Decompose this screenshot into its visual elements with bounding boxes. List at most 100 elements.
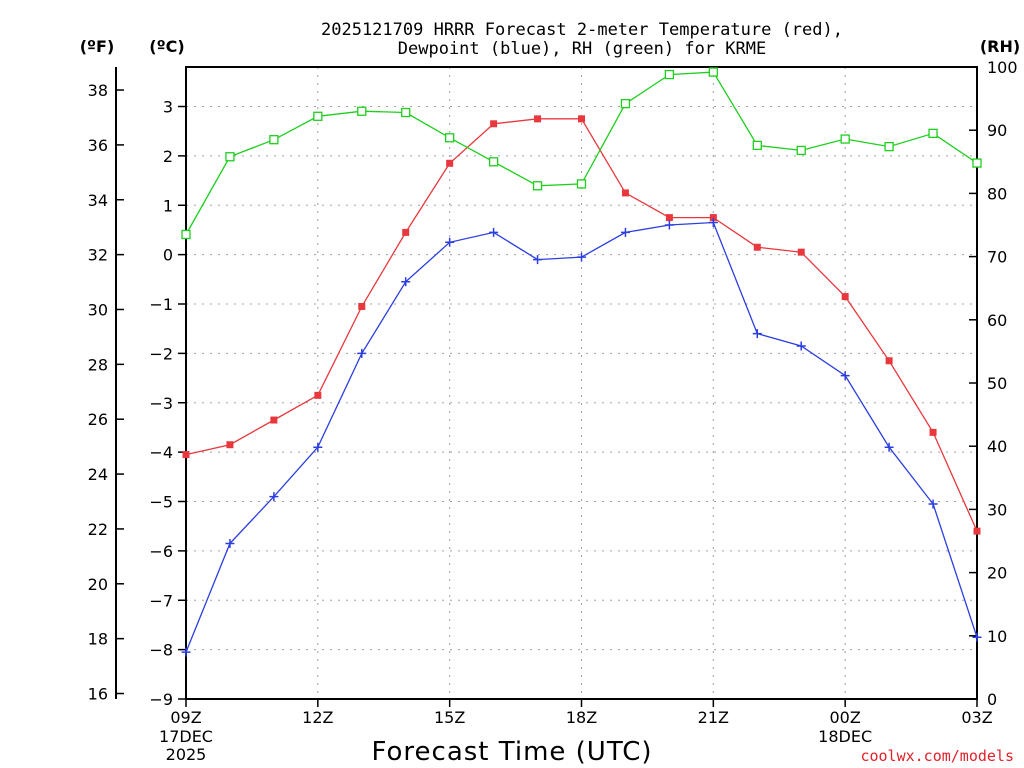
temperature-point	[929, 428, 937, 436]
dewpoint-point	[884, 442, 894, 452]
x-tick-label: 18Z	[566, 708, 597, 727]
dewpoint-point	[181, 647, 191, 657]
temperature-point	[358, 302, 366, 310]
fahrenheit-tick-label: 18	[88, 630, 108, 649]
x-date-label: 17DEC	[159, 727, 213, 746]
x-axis-title: Forecast Time (UTC)	[371, 737, 652, 767]
celsius-tick-label: −8	[149, 641, 173, 660]
celsius-tick-label: −4	[149, 443, 173, 462]
rh-point	[752, 140, 762, 151]
temperature-point	[490, 120, 498, 128]
rh-tick-label: 10	[987, 627, 1007, 646]
temperature-point	[270, 416, 278, 424]
rh-tick-label: 20	[987, 564, 1007, 583]
rh-point	[357, 106, 367, 116]
x-tick-label: 09Z	[170, 708, 201, 727]
celsius-tick-label: −9	[149, 690, 173, 709]
dewpoint-point	[796, 341, 806, 351]
x-tick-label: 00Z	[830, 708, 861, 727]
fahrenheit-tick-label: 32	[88, 246, 108, 265]
axis-ticks: −9 −8 −7 −6 −5 −4 −3 −2 −1 0 1 2 3 16 18 20 22 24 26 28 30 32…	[88, 58, 1018, 764]
celsius-tick-label: −5	[149, 493, 173, 512]
celsius-tick-label: −6	[149, 542, 173, 561]
dewpoint-point	[840, 371, 850, 381]
temperature-point	[885, 357, 893, 365]
fahrenheit-tick-label: 16	[88, 685, 108, 704]
credit-text: coolwx.com/models	[860, 747, 1014, 765]
rh-point	[928, 128, 938, 139]
x-tick-label: 15Z	[434, 708, 465, 727]
rh-point	[840, 134, 850, 144]
fahrenheit-tick-label: 24	[88, 465, 108, 484]
fahrenheit-tick-label: 30	[88, 300, 108, 319]
fahrenheit-unit-label: (ºF)	[80, 37, 115, 56]
celsius-tick-label: 3	[163, 98, 173, 117]
celsius-tick-label: 2	[163, 147, 173, 166]
rh-tick-label: 0	[987, 690, 997, 709]
temperature-point	[314, 391, 322, 399]
dewpoint-point	[708, 218, 718, 228]
celsius-tick-label: −3	[149, 394, 173, 413]
celsius-unit-label: (ºC)	[149, 37, 184, 56]
fahrenheit-tick-label: 28	[88, 355, 108, 374]
chart-title-line1: 2025121709 HRRR Forecast 2-meter Tempera…	[321, 20, 843, 40]
temperature-point	[446, 159, 454, 167]
rh-point	[181, 229, 191, 240]
dewpoint-point	[752, 329, 762, 339]
dewpoint-point	[357, 348, 367, 358]
rh-tick-label: 60	[987, 311, 1007, 330]
dewpoint-point	[269, 492, 279, 502]
temperature-point	[226, 441, 234, 449]
rh-tick-label: 50	[987, 374, 1007, 393]
dewpoint-point	[577, 252, 586, 262]
fahrenheit-tick-label: 22	[88, 520, 108, 539]
rh-point	[532, 181, 543, 191]
temperature-point	[665, 214, 673, 222]
rh-tick-label: 100	[987, 58, 1018, 77]
dewpoint-point	[445, 237, 455, 247]
rh-point	[313, 111, 323, 121]
temperature-point	[753, 243, 761, 251]
dewpoint-point	[620, 227, 630, 237]
rh-tick-label: 70	[987, 248, 1007, 267]
dewpoint-point	[489, 227, 499, 237]
temperature-point	[182, 451, 190, 459]
fahrenheit-tick-label: 38	[88, 81, 108, 100]
temperature-point	[402, 228, 410, 236]
fahrenheit-tick-label: 20	[88, 575, 108, 594]
dewpoint-point	[313, 442, 323, 452]
temperature-point	[973, 527, 981, 535]
celsius-tick-label: −1	[149, 295, 173, 314]
rh-tick-label: 30	[987, 500, 1007, 519]
temperature-point	[709, 214, 717, 222]
rh-unit-label: (RH)	[980, 37, 1020, 56]
temperature-point	[841, 293, 849, 301]
dewpoint-point	[533, 255, 543, 265]
rh-line	[185, 71, 978, 235]
rh-point	[708, 67, 718, 77]
x-tick-label: 21Z	[698, 708, 729, 727]
temperature-point	[621, 189, 629, 197]
rh-tick-label: 90	[987, 121, 1007, 140]
rh-point	[576, 179, 587, 189]
dewpoint-point	[401, 277, 411, 287]
dewpoint-point	[972, 632, 982, 642]
rh-point	[884, 141, 894, 152]
gridlines	[186, 67, 977, 699]
temperature-point	[797, 248, 805, 256]
rh-point	[488, 157, 499, 167]
temperature-point	[578, 115, 585, 123]
rh-tick-label: 40	[987, 437, 1007, 456]
x-date-label: 18DEC	[818, 727, 872, 746]
data-series	[181, 67, 982, 657]
rh-point	[269, 135, 279, 145]
celsius-tick-label: −7	[149, 591, 173, 610]
dewpoint-point	[664, 220, 674, 230]
rh-point	[225, 152, 235, 162]
celsius-tick-label: 1	[163, 196, 173, 215]
fahrenheit-tick-label: 36	[88, 136, 108, 155]
temperature-point	[534, 115, 542, 123]
x-tick-label: 03Z	[961, 708, 992, 727]
rh-point	[796, 145, 806, 156]
